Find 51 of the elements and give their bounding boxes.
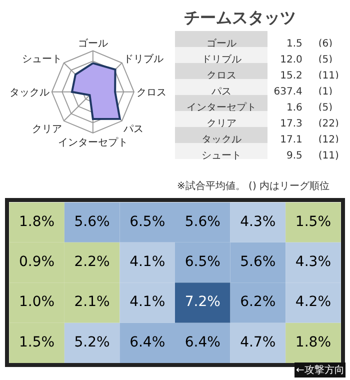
category-label: シュート: [201, 150, 242, 162]
data-label: 6.4%: [184, 334, 220, 350]
data-label: 6.2%: [240, 294, 276, 310]
data-label: 1.6: [286, 102, 302, 114]
spoke-label: パス: [122, 124, 144, 136]
data-label: (22): [318, 118, 339, 130]
category-label: ゴール: [206, 38, 236, 50]
data-label: (11): [318, 150, 339, 162]
spoke-label: シュート: [22, 54, 62, 66]
data-label: 1.5%: [295, 214, 332, 230]
data-label: 6.5%: [130, 214, 166, 230]
data-label: 1.8%: [295, 334, 332, 350]
data-label: 2.1%: [74, 294, 110, 310]
data-label: 1.8%: [18, 214, 55, 230]
data-label: (6): [318, 38, 333, 50]
spoke-label: タックル: [9, 87, 50, 98]
data-label: 1.5: [286, 38, 302, 50]
data-label: 2.2%: [74, 254, 110, 270]
data-label: 7.2%: [184, 294, 220, 310]
data-label: 4.3%: [240, 214, 276, 230]
data-label: 4.1%: [130, 294, 166, 310]
data-label: 4.2%: [295, 294, 332, 310]
data-label: 5.6%: [240, 254, 276, 270]
spoke-label: クロス: [136, 87, 166, 98]
data-label: 17.1: [280, 134, 302, 146]
data-label: 5.6%: [184, 214, 220, 230]
text: チームスタッツ: [184, 8, 296, 27]
data-label: 6.4%: [130, 334, 166, 350]
data-label: 1.0%: [18, 294, 55, 310]
spoke-label: ドリブル: [124, 53, 164, 66]
data-label: 9.5: [286, 150, 302, 162]
data-label: 17.3: [280, 118, 302, 130]
data-label: 0.9%: [18, 254, 55, 270]
data-label: 1.5%: [18, 334, 55, 350]
data-label: 4.7%: [240, 334, 276, 350]
data-label: (12): [318, 134, 339, 146]
data-label: 5.2%: [74, 334, 110, 350]
data-label: 12.0: [280, 54, 302, 66]
data-label: 6.5%: [184, 254, 220, 270]
spoke-label: クリア: [32, 124, 62, 136]
category-label: パス: [210, 86, 232, 98]
data-label: 4.1%: [130, 254, 166, 270]
data-label: 5.6%: [74, 214, 110, 230]
text: ※試合平均値。 () 内はリーグ順位: [177, 180, 330, 192]
data-label: (11): [318, 70, 339, 82]
spoke-label: インターセプト: [58, 136, 128, 148]
spoke-label: ゴール: [78, 37, 108, 50]
data-label: 4.3%: [295, 254, 332, 270]
text: ←攻撃方向: [296, 364, 344, 376]
data-label: 15.2: [280, 70, 302, 82]
data-label: 637.4: [274, 86, 302, 98]
